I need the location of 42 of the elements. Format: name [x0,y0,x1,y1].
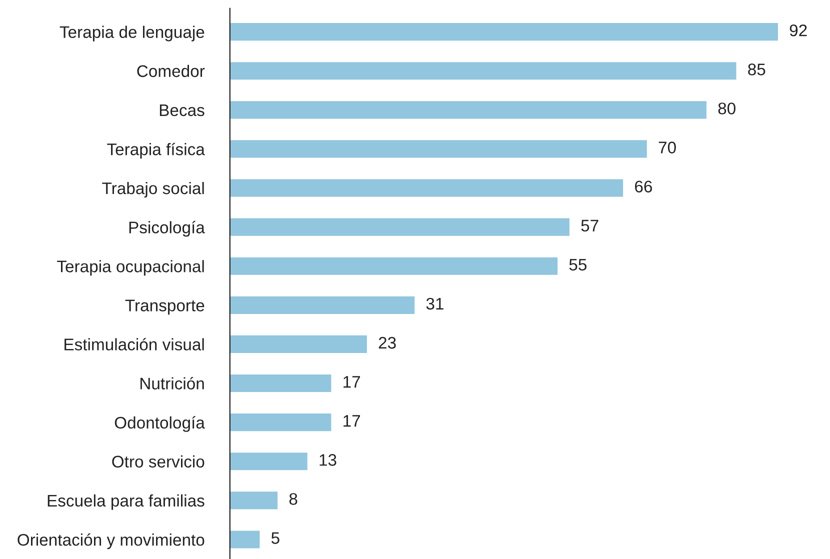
data-label: 17 [344,415,360,427]
bar [230,101,706,119]
bar [230,374,332,392]
y-tick-label: Terapia ocupacional [57,260,204,276]
data-label: 55 [569,258,586,271]
data-label: 23 [378,336,396,349]
bar [230,335,367,354]
y-tick-label: Odontología [114,416,205,432]
bar [230,530,260,548]
y-tick-label: Estimulación visual [64,338,204,350]
y-tick-label: Transporte [125,300,204,315]
data-label: 5 [271,532,280,544]
y-tick-label: Terapia de lenguaje [60,26,204,42]
y-tick-label: Otro servicio [112,455,204,468]
y-tick-label: Terapia física [107,142,205,159]
bar [230,179,624,197]
data-label: 31 [426,298,444,310]
bar [230,296,415,314]
bar [230,452,308,470]
data-label: 57 [581,220,598,232]
data-label: 66 [635,180,652,192]
bar [230,414,332,432]
bar [230,23,778,41]
data-label: 17 [344,376,360,388]
bar [230,257,558,275]
y-tick-label: Psicología [129,220,205,237]
bar [230,62,736,80]
y-tick-label: Becas [160,104,204,116]
data-label: 92 [790,24,807,36]
bar [230,492,278,510]
y-tick-label: Nutrición [140,377,204,390]
data-label: 85 [748,64,766,76]
data-label: 70 [658,142,676,154]
data-label: 13 [320,454,336,466]
y-tick-label: Orientación y movimiento [18,533,204,550]
data-label: 80 [718,102,736,114]
data-label: 8 [289,493,298,505]
bar [230,218,570,236]
y-tick-label: Comedor [137,64,205,78]
y-tick-label: Trabajo social [102,182,204,198]
y-tick-label: Escuela para familias [48,494,204,510]
bar [230,140,647,158]
